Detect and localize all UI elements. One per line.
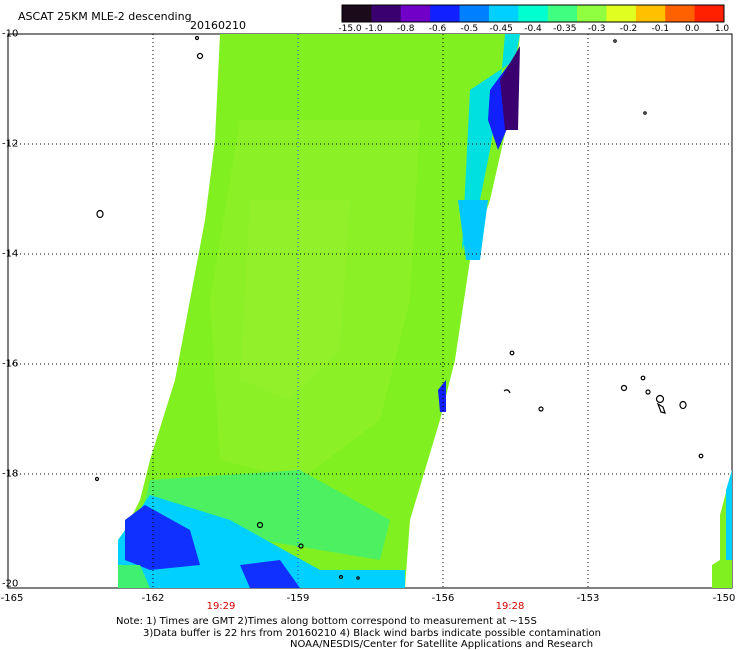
colorbar-label: -0.45 <box>489 24 513 34</box>
lat-tick-label: -14 <box>2 248 19 260</box>
colorbar-segment <box>400 5 431 22</box>
lon-tick-label: -162 <box>141 593 165 604</box>
swath-edge-blue-2 <box>438 380 446 412</box>
swath-edge-purple <box>500 46 520 130</box>
lon-tick-label: -156 <box>431 593 455 604</box>
note-line-1: Note: 1) Times are GMT 2)Times along bot… <box>116 616 537 627</box>
colorbar-label: -0.5 <box>460 24 479 34</box>
colorbar-segment <box>635 5 666 22</box>
note-line-2: 3)Data buffer is 22 hrs from 20160210 4)… <box>143 628 601 639</box>
swath-bottom-blue-2 <box>240 560 300 588</box>
swath-shade-b <box>240 200 350 400</box>
colorbar-segment <box>488 5 519 22</box>
time-label: 19:29 <box>206 601 236 612</box>
colorbar-label: 1.0 <box>714 24 730 34</box>
lat-tick-label: -18 <box>2 468 19 480</box>
colorbar-segment <box>694 5 725 22</box>
lon-gridlines <box>152 34 589 588</box>
wind-swath <box>118 34 732 588</box>
colorbar-segment <box>371 5 402 22</box>
colorbar-label: -0.2 <box>619 24 638 34</box>
colorbar-label: -0.3 <box>587 24 606 34</box>
colorbar-label: -0.8 <box>396 24 415 34</box>
swath-bottom-green <box>118 565 150 588</box>
colorbar-label: -0.4 <box>524 24 542 34</box>
colorbar-segment <box>518 5 549 22</box>
colorbar-segment <box>665 5 696 22</box>
lat-tick-label: -10 <box>2 28 19 40</box>
date: 20160210 <box>190 19 246 32</box>
lat-tick-label: -16 <box>2 358 19 370</box>
time-label: 19:28 <box>495 601 525 612</box>
note-line-3: NOAA/NESDIS/Center for Satellite Applica… <box>290 639 594 650</box>
colorbar-segment <box>577 5 607 22</box>
swath-bottom-blue <box>125 505 200 570</box>
colorbar-frame <box>341 4 725 23</box>
colorbar-label: 0.0 <box>684 24 700 34</box>
colorbar-segment <box>606 5 637 22</box>
colorbar-label: -0.1 <box>651 24 670 34</box>
swath-east-edge-cyan <box>726 470 732 560</box>
swath-edge-right <box>462 34 520 250</box>
colorbar-segment <box>547 5 578 22</box>
islands <box>94 35 704 580</box>
lat-tick-label: -12 <box>2 138 19 150</box>
colorbar-segment <box>342 5 372 22</box>
colorbar-label: -0.6 <box>428 24 447 34</box>
lon-tick-label: -159 <box>286 593 310 604</box>
title: ASCAT 25KM MLE-2 descending <box>18 10 192 23</box>
lat-tick-label: -20 <box>2 578 19 590</box>
lon-tick-label: -165 <box>0 593 24 604</box>
swath-edge-cyan <box>458 200 488 260</box>
colorbar-segment <box>459 5 490 22</box>
colorbar <box>341 4 725 23</box>
lon-tick-label: -150 <box>712 593 736 604</box>
swath-shade-c <box>140 470 390 560</box>
colorbar-segment <box>430 5 461 22</box>
colorbar-label: -1.0 <box>365 24 383 34</box>
colorbar-label: -0.35 <box>553 24 577 34</box>
lon-tick-label: -153 <box>576 593 600 604</box>
colorbar-label: -15.0 <box>338 24 362 34</box>
lat-gridlines <box>8 143 732 475</box>
